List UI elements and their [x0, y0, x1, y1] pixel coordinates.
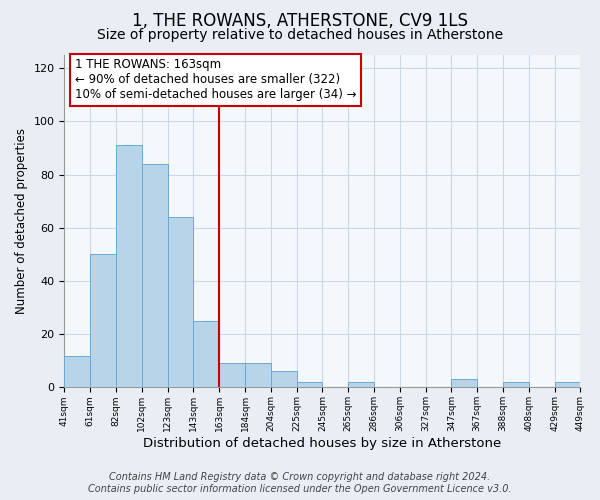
- Bar: [554, 382, 580, 388]
- Bar: [193, 321, 219, 388]
- Bar: [219, 364, 245, 388]
- Text: 1, THE ROWANS, ATHERSTONE, CV9 1LS: 1, THE ROWANS, ATHERSTONE, CV9 1LS: [132, 12, 468, 30]
- Bar: [296, 382, 322, 388]
- Text: Contains HM Land Registry data © Crown copyright and database right 2024.
Contai: Contains HM Land Registry data © Crown c…: [88, 472, 512, 494]
- Y-axis label: Number of detached properties: Number of detached properties: [15, 128, 28, 314]
- Text: Size of property relative to detached houses in Atherstone: Size of property relative to detached ho…: [97, 28, 503, 42]
- Bar: [167, 217, 193, 388]
- Bar: [503, 382, 529, 388]
- Bar: [116, 146, 142, 388]
- Bar: [348, 382, 374, 388]
- Text: 1 THE ROWANS: 163sqm
← 90% of detached houses are smaller (322)
10% of semi-deta: 1 THE ROWANS: 163sqm ← 90% of detached h…: [75, 58, 356, 102]
- Bar: [245, 364, 271, 388]
- Bar: [142, 164, 167, 388]
- Bar: [64, 356, 90, 388]
- Bar: [451, 380, 477, 388]
- Bar: [271, 372, 296, 388]
- X-axis label: Distribution of detached houses by size in Atherstone: Distribution of detached houses by size …: [143, 437, 502, 450]
- Bar: [90, 254, 116, 388]
